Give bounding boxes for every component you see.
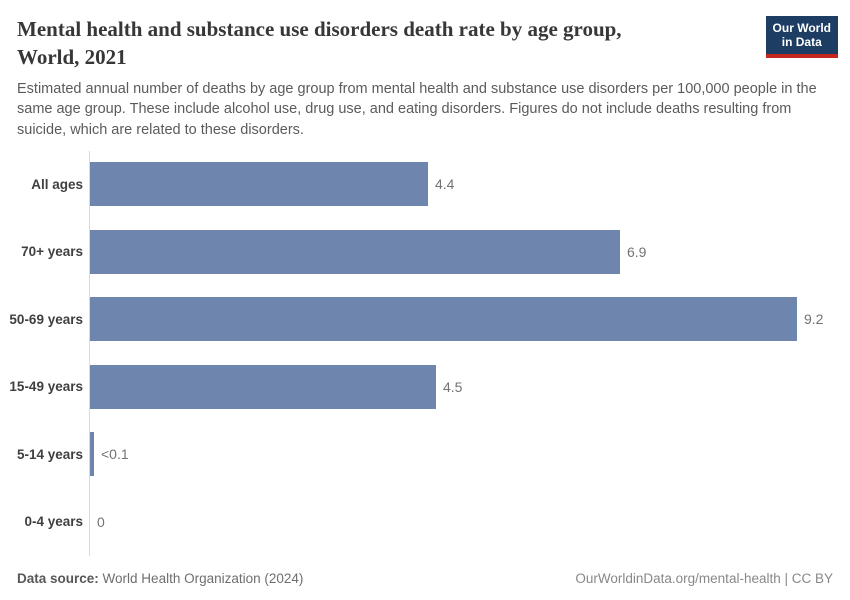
data-source-value: World Health Organization (2024) — [102, 570, 304, 586]
chart-row: All ages 4.4 — [0, 150, 850, 219]
chart-row: 15-49 years 4.5 — [0, 353, 850, 421]
chart-row: 70+ years 6.9 — [0, 218, 850, 286]
owid-logo-line1: Our World — [772, 21, 831, 35]
plot-area: 4.4 — [89, 150, 850, 219]
bar[interactable] — [90, 229, 620, 274]
chart-rows: All ages 4.4 70+ years 6.9 50-69 years 9.2 15-… — [0, 150, 850, 556]
plot-area: <0.1 — [89, 420, 850, 489]
category-label: 50-69 years — [9, 311, 83, 327]
category-label: All ages — [31, 176, 83, 192]
footer: Data source: World Health Organization (… — [0, 571, 850, 586]
bar[interactable] — [90, 364, 436, 409]
value-label: <0.1 — [101, 446, 129, 463]
plot-area: 4.5 — [89, 353, 850, 421]
header: Mental health and substance use disorder… — [0, 0, 850, 141]
data-source-label: Data source: — [17, 570, 99, 586]
license-link[interactable]: OurWorldinData.org/mental-health | CC BY — [575, 570, 833, 586]
chart-subtitle: Estimated annual number of deaths by age… — [17, 80, 817, 138]
category-label: 5-14 years — [16, 446, 83, 462]
category-label: 0-4 years — [24, 514, 83, 530]
value-label: 0 — [97, 513, 105, 530]
bar[interactable] — [90, 432, 94, 477]
owid-logo[interactable]: Our World in Data — [765, 16, 838, 58]
category-label: 70+ years — [21, 244, 83, 260]
value-label: 4.5 — [443, 378, 463, 395]
owid-logo-line2: in Data — [781, 35, 822, 50]
plot-area: 6.9 — [89, 218, 850, 286]
chart-row: 50-69 years 9.2 — [0, 285, 850, 354]
value-label: 6.9 — [627, 243, 647, 260]
value-label: 9.2 — [804, 311, 824, 328]
chart-title: Mental health and substance use disorder… — [17, 17, 622, 69]
category-label: 15-49 years — [9, 379, 83, 395]
chart-row: 0-4 years 0 — [0, 488, 850, 556]
plot-area: 0 — [89, 488, 850, 556]
chart-row: 5-14 years <0.1 — [0, 420, 850, 489]
bar[interactable] — [90, 297, 797, 342]
bar[interactable] — [90, 162, 428, 207]
value-label: 4.4 — [435, 176, 455, 193]
data-source: Data source: World Health Organization (… — [17, 571, 303, 586]
plot-area: 9.2 — [89, 285, 850, 354]
